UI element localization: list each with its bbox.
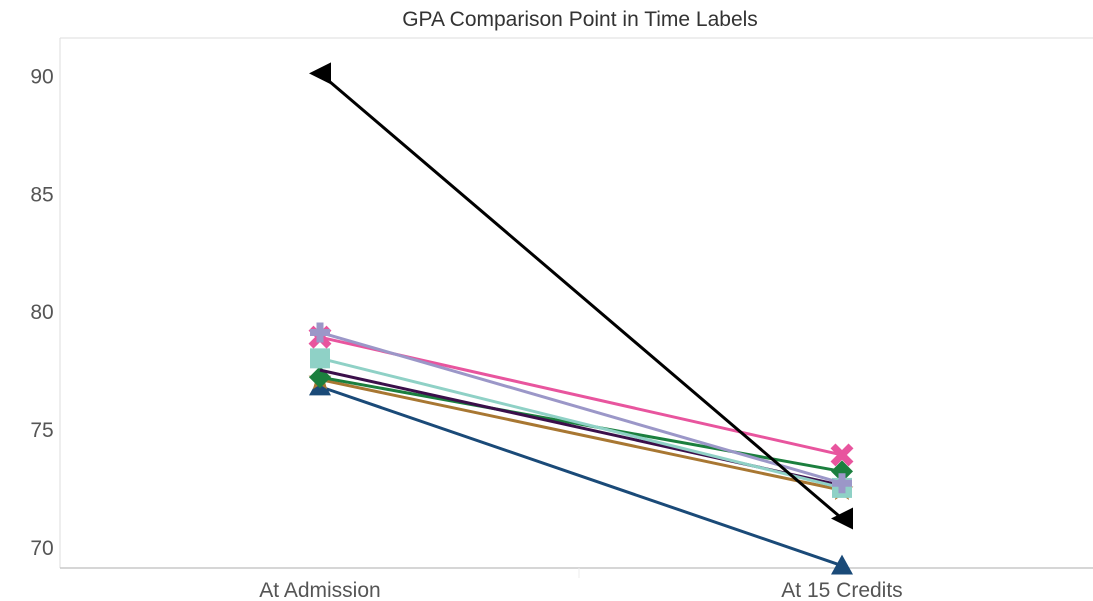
data-point — [310, 322, 330, 343]
y-tick-label: 85 — [30, 183, 53, 206]
data-point — [830, 443, 854, 467]
data-point — [309, 62, 331, 85]
x-tick-label: At Admission — [259, 579, 380, 601]
y-tick-label: 75 — [30, 419, 53, 442]
x-tick-labels: At Admission At 15 Credits — [259, 579, 902, 601]
series — [308, 367, 854, 500]
data-point — [832, 473, 852, 494]
series — [310, 322, 852, 494]
y-tick-label: 70 — [30, 537, 53, 560]
series-line — [319, 378, 843, 492]
series-line — [319, 331, 843, 485]
y-tick-labels: 70 75 80 85 90 — [30, 66, 53, 560]
series — [309, 62, 853, 530]
y-tick-label: 90 — [30, 66, 53, 89]
series-line — [319, 72, 843, 520]
series-line — [319, 356, 843, 490]
data-point — [831, 507, 853, 530]
data-point — [831, 460, 853, 483]
data-point — [831, 554, 853, 575]
series-line — [319, 385, 843, 568]
x-tick-label: At 15 Credits — [781, 579, 902, 601]
data-point — [309, 366, 331, 389]
y-tick-label: 80 — [30, 301, 53, 324]
series-lines — [308, 62, 854, 575]
chart-title: GPA Comparison Point in Time Labels — [402, 8, 758, 31]
data-point — [310, 348, 330, 369]
